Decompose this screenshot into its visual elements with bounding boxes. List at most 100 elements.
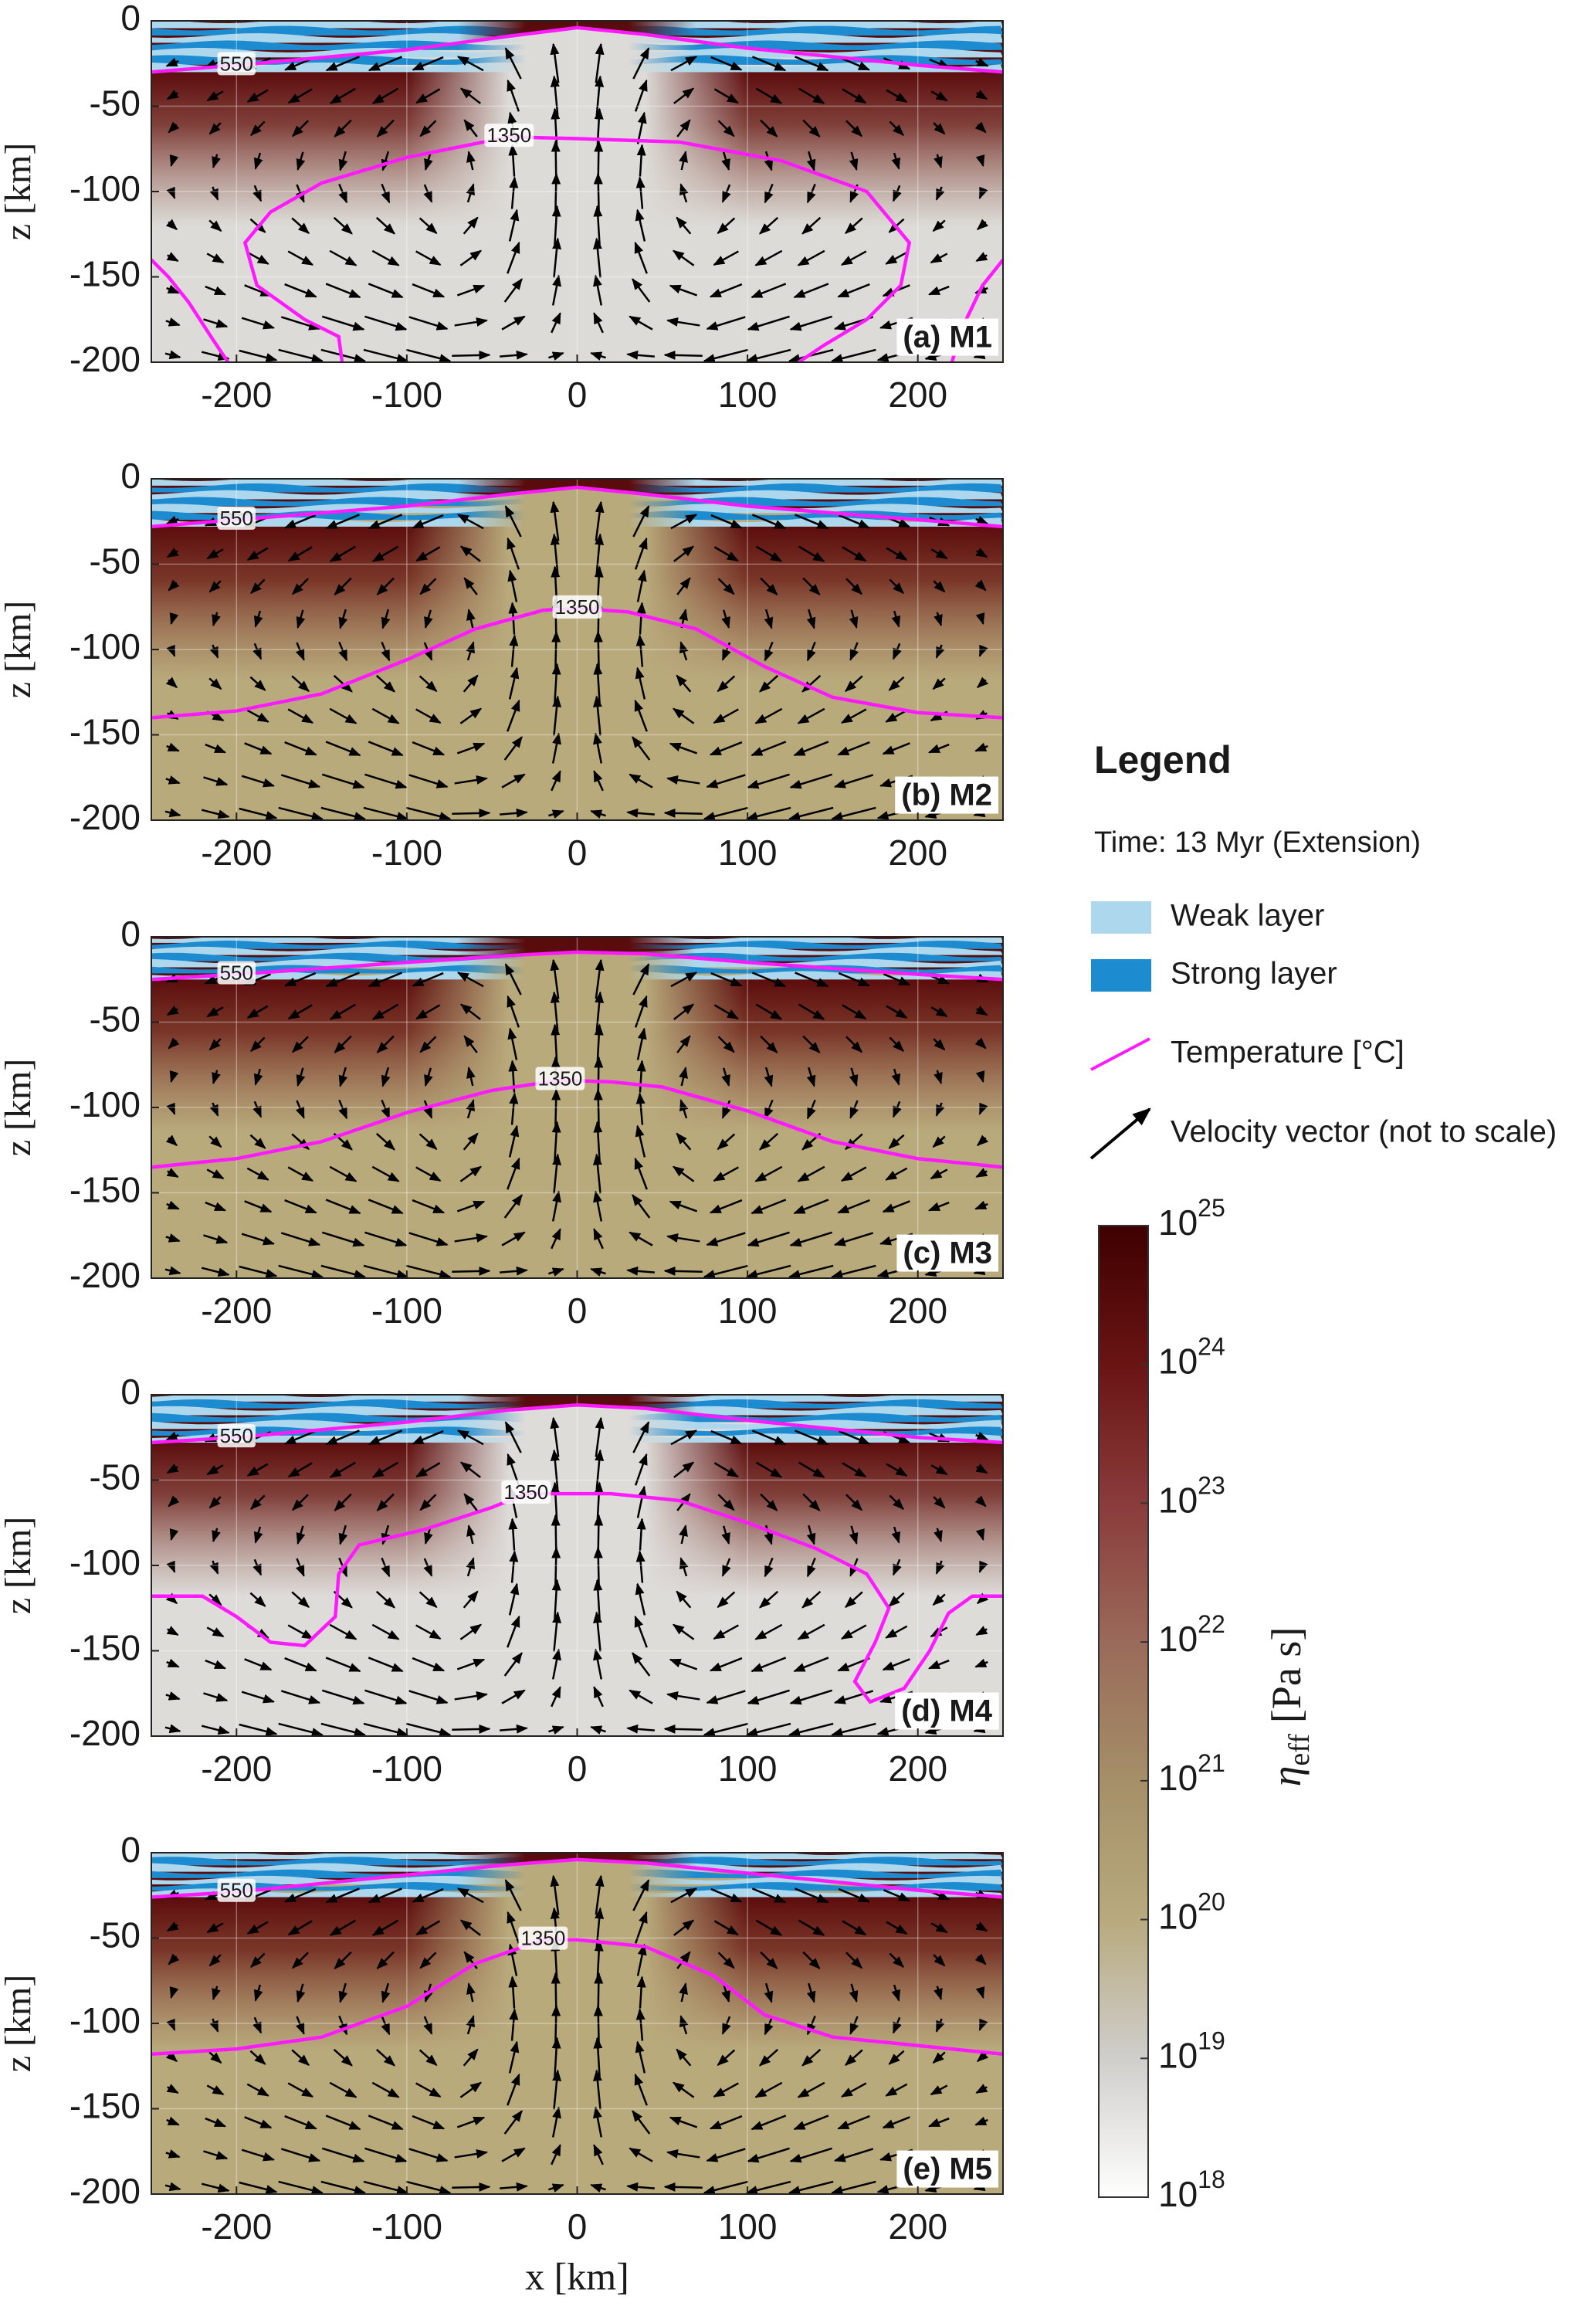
velocity-arrow [321,773,365,789]
velocity-arrow [709,283,743,298]
velocity-arrow [166,742,180,752]
velocity-arrow [721,184,731,203]
velocity-arrow [801,1590,822,1609]
velocity-arrow [320,1264,366,1278]
colorbar-tick-exponent: 23 [1198,1472,1225,1500]
velocity-arrow [466,151,476,171]
velocity-arrow [375,674,396,693]
legend-time: Time: 13 Myr (Extension) [1094,826,1421,859]
velocity-arrow [325,1199,361,1215]
velocity-arrow [626,350,655,360]
velocity-arrow [208,122,222,135]
velocity-arrow [208,1593,222,1606]
velocity-arrow [168,121,180,134]
velocity-arrow [338,1524,348,1545]
velocity-arrow [206,253,225,264]
isotherm-label: 550 [220,507,253,530]
velocity-arrow [802,1493,821,1511]
x-tick-label: 200 [888,2206,947,2247]
velocity-arrow [721,609,730,629]
velocity-arrow [886,1921,908,1935]
velocity-arrow [507,1157,520,1190]
velocity-arrow [548,1267,564,1277]
velocity-arrow [593,770,604,792]
colorbar-tick-label: 1020 [1158,1888,1225,1937]
velocity-arrow [975,1921,988,1932]
velocity-arrow [287,1624,314,1640]
velocity-arrow [371,87,399,104]
velocity-arrow [291,675,310,692]
isotherm-label: 550 [220,961,253,984]
velocity-arrow [164,2182,181,2192]
velocity-arrow [634,79,648,112]
velocity-arrow [165,317,181,327]
velocity-arrow [745,348,791,362]
velocity-arrow [169,1070,179,1084]
velocity-arrow [636,1518,646,1551]
velocity-arrow [978,1560,988,1573]
velocity-arrow [764,1982,774,2003]
velocity-arrow [201,1267,230,1277]
velocity-arrow [329,707,357,724]
legend-swatch [1091,901,1151,934]
velocity-arrow [666,317,700,327]
velocity-arrow [456,284,486,297]
velocity-arrow [165,677,178,689]
velocity-arrow [201,1725,230,1735]
velocity-arrow [978,1102,988,1115]
velocity-arrow [626,808,655,818]
velocity-arrow [418,217,438,234]
velocity-arrow [508,1582,520,1616]
crust-layer [151,55,1003,65]
velocity-arrow [849,1067,859,1087]
velocity-arrow [164,808,181,818]
velocity-arrow [975,2084,988,2094]
velocity-arrow [283,514,317,529]
velocity-arrow [840,2082,867,2098]
velocity-arrow [798,1461,825,1478]
velocity-arrow [892,2016,902,2034]
velocity-arrow [208,1954,222,1967]
velocity-arrow [280,2148,321,2162]
velocity-arrow [672,249,695,266]
legend-label: Weak layer [1171,899,1324,933]
velocity-arrow [632,47,650,80]
velocity-arrow [509,1092,519,1125]
velocity-arrow [507,79,520,112]
velocity-arrow [252,643,263,660]
velocity-arrow [423,1100,433,1119]
velocity-arrow [717,217,736,234]
velocity-arrow [709,1199,743,1214]
velocity-arrow [672,707,695,724]
velocity-arrow [466,2015,475,2035]
velocity-arrow [206,1168,225,1180]
velocity-arrow [882,2116,910,2129]
velocity-arrow [758,216,779,235]
velocity-arrow [632,278,651,303]
velocity-arrow [291,1036,309,1053]
y-tick-label: 0 [120,0,141,38]
velocity-arrow [418,1591,438,1608]
velocity-arrow [321,1689,365,1705]
velocity-arrow [626,1724,655,1734]
velocity-arrow [842,1920,867,1936]
velocity-arrow [844,675,863,692]
velocity-arrow [381,1099,391,1120]
velocity-arrow [634,241,648,274]
velocity-arrow [165,515,179,525]
velocity-arrow [679,1982,688,2003]
velocity-arrow [831,1722,876,1736]
velocity-arrow [253,1526,263,1544]
velocity-arrow [423,184,433,203]
velocity-arrow [798,1919,825,1936]
velocity-arrow [503,278,523,303]
velocity-arrow [164,1724,181,1734]
velocity-arrow [241,1233,276,1246]
velocity-arrow [548,809,564,819]
velocity-arrow [845,578,863,595]
velocity-arrow [551,1686,561,1708]
velocity-arrow [283,1430,317,1445]
velocity-arrow [755,545,783,562]
velocity-arrow [381,641,391,662]
x-tick-label: 100 [718,833,778,873]
